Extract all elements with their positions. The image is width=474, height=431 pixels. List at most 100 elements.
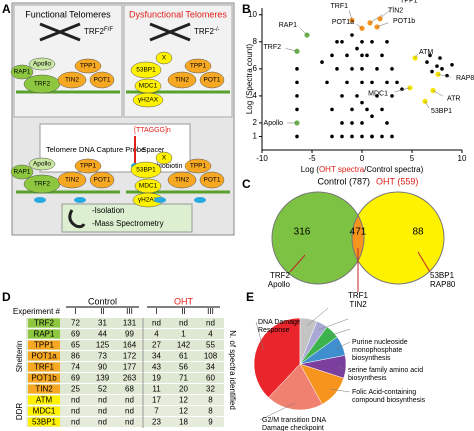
protein-label: RAP1 bbox=[14, 169, 31, 176]
point bbox=[440, 67, 444, 71]
cell: 44 bbox=[98, 330, 107, 339]
row-bg bbox=[26, 329, 224, 339]
protein: POT1a bbox=[31, 352, 57, 361]
protein: TPP1 bbox=[34, 341, 55, 350]
point bbox=[340, 121, 344, 125]
bead bbox=[194, 197, 206, 203]
protein bbox=[57, 171, 87, 189]
point bbox=[450, 63, 454, 67]
cell: 8 bbox=[208, 407, 213, 416]
row-bg bbox=[26, 362, 224, 372]
protein bbox=[155, 51, 173, 65]
leader bbox=[424, 101, 430, 109]
cell: nd bbox=[152, 319, 161, 328]
cell: nd bbox=[206, 319, 215, 328]
cell: nd bbox=[125, 407, 134, 416]
protein-cell bbox=[28, 417, 60, 427]
x-label-part: /Control spectra) bbox=[364, 165, 423, 174]
protein bbox=[10, 164, 34, 180]
venn-count: 316 bbox=[294, 227, 311, 238]
protein-cell bbox=[28, 395, 60, 405]
header: Experiment # bbox=[13, 307, 61, 316]
point bbox=[365, 107, 369, 112]
leader bbox=[348, 10, 353, 21]
point bbox=[370, 134, 374, 139]
protein-cell bbox=[28, 351, 60, 361]
group-label: DDR bbox=[15, 403, 24, 421]
leader bbox=[285, 48, 298, 52]
cell: 86 bbox=[71, 352, 80, 361]
pie-label: serine family amino acid biosynthesis bbox=[348, 367, 423, 382]
x-label-part: OHT spectra bbox=[319, 165, 365, 174]
venn-right bbox=[352, 192, 444, 284]
x-tick-label: -5 bbox=[308, 154, 316, 163]
point bbox=[385, 80, 389, 85]
point bbox=[330, 107, 334, 112]
panel-label: A bbox=[2, 2, 11, 16]
venn-count: 471 bbox=[350, 227, 367, 238]
cell: 177 bbox=[123, 363, 137, 372]
leader bbox=[330, 388, 351, 393]
point bbox=[370, 114, 374, 118]
point bbox=[360, 80, 364, 85]
cell: nd bbox=[125, 396, 134, 405]
point bbox=[325, 80, 329, 85]
cell: 139 bbox=[96, 374, 110, 383]
cell: 55 bbox=[206, 341, 215, 350]
point bbox=[345, 53, 349, 58]
point bbox=[350, 134, 354, 139]
protein-label: TPP1 bbox=[80, 63, 97, 70]
point-label: 53BP1 bbox=[431, 108, 452, 115]
point bbox=[380, 53, 384, 58]
protein bbox=[132, 92, 164, 108]
leader bbox=[307, 307, 329, 326]
point bbox=[385, 40, 389, 44]
point bbox=[295, 67, 299, 71]
protein-label: γH2AX bbox=[138, 197, 159, 204]
protein-cell bbox=[28, 318, 60, 328]
header: I bbox=[74, 307, 76, 316]
leader bbox=[338, 366, 347, 371]
point bbox=[365, 53, 369, 58]
leader bbox=[335, 341, 351, 349]
cell: 27 bbox=[152, 341, 161, 350]
y-tick-label: 6 bbox=[253, 64, 258, 73]
step: -Isolation bbox=[92, 206, 124, 215]
leader bbox=[356, 23, 363, 29]
point bbox=[355, 46, 359, 51]
pie-label-line: G2/M transition DNA bbox=[262, 417, 327, 424]
venn-right-title: OHT (559) bbox=[376, 176, 418, 186]
venn-outline bbox=[271, 191, 365, 285]
point bbox=[295, 80, 299, 85]
cell: 56 bbox=[179, 363, 188, 372]
cell: 12 bbox=[179, 396, 188, 405]
cell: 1 bbox=[181, 330, 186, 339]
panel-label: C bbox=[242, 177, 251, 191]
protein-label: X bbox=[162, 155, 167, 162]
point bbox=[360, 67, 364, 71]
protein bbox=[89, 71, 115, 89]
x-tick-label: -10 bbox=[256, 154, 268, 163]
venn-name: RAP80 bbox=[430, 280, 456, 289]
genotype: TRF2-/- bbox=[194, 27, 220, 37]
row-bg bbox=[26, 340, 224, 350]
point bbox=[350, 121, 354, 125]
point bbox=[320, 60, 324, 64]
protein: MDC1 bbox=[33, 407, 56, 416]
cell: 9 bbox=[208, 418, 213, 427]
pie-label: Folic Acid-containing compound biosynthes… bbox=[352, 389, 426, 404]
cell: 73 bbox=[98, 352, 107, 361]
point bbox=[295, 134, 299, 139]
point-label: TPP1 bbox=[400, 0, 418, 5]
left-title: Functional Telomeres bbox=[25, 9, 111, 19]
protein bbox=[155, 151, 173, 165]
cell: 11 bbox=[152, 385, 161, 394]
row-bg bbox=[26, 417, 224, 427]
header: III bbox=[207, 307, 214, 316]
protein-label: MDC1 bbox=[139, 83, 158, 90]
cell: 90 bbox=[98, 363, 107, 372]
cell: 18 bbox=[179, 418, 188, 427]
leader bbox=[255, 321, 264, 350]
y-tick-label: 4 bbox=[253, 91, 258, 100]
protein: TIN2 bbox=[35, 385, 53, 394]
